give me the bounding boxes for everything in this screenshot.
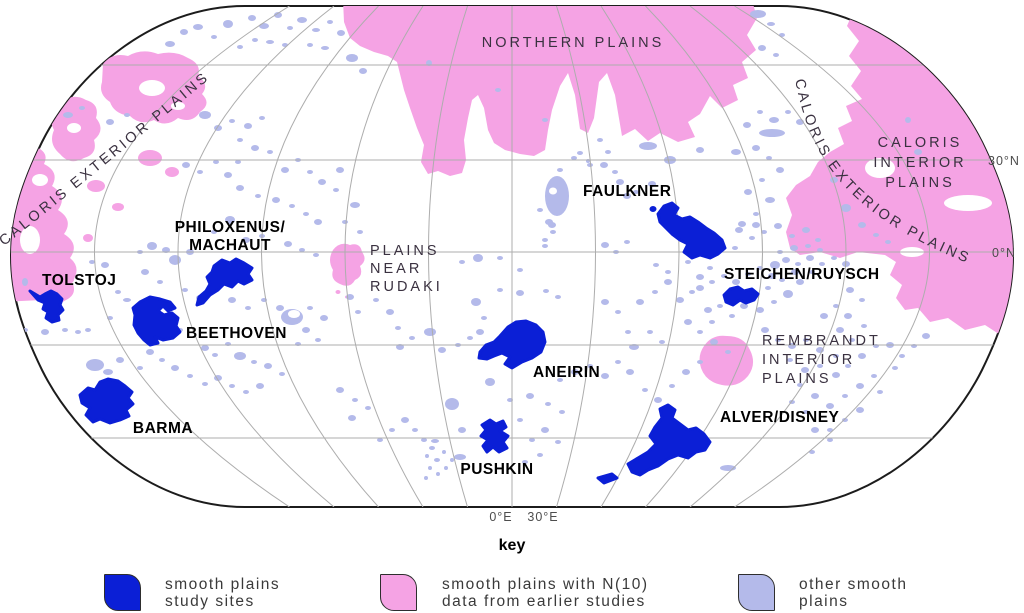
blob-faulkner bbox=[656, 201, 727, 260]
blob-tolstoj bbox=[28, 289, 65, 324]
mercury-map: NORTHERN PLAINS CALORIS EXTERIOR PLAINS … bbox=[0, 5, 1020, 554]
label-northern-plains: NORTHERN PLAINS bbox=[482, 35, 665, 51]
blob-philoxenus-machaut bbox=[195, 257, 254, 307]
legend-item-study-sites: smooth plains study sites bbox=[104, 574, 280, 611]
region-rembrandt-interior bbox=[699, 335, 754, 386]
label-philoxenus-1: PHILOXENUS/ bbox=[175, 219, 286, 236]
legend-label-study-sites-1: smooth plains bbox=[165, 576, 281, 593]
tick-label-0e: 0°E bbox=[489, 510, 512, 524]
label-caloris-interior-2: INTERIOR bbox=[873, 155, 966, 171]
graticule bbox=[11, 6, 1013, 507]
legend-swatch-study-sites bbox=[104, 574, 141, 611]
label-rembrandt-interior-3: PLAINS bbox=[762, 371, 832, 387]
region-northern-plains-area bbox=[343, 6, 757, 176]
legend-label-earlier-studies-2: data from earlier studies bbox=[442, 593, 646, 610]
label-plains-near-rudaki-1: PLAINS bbox=[370, 243, 440, 259]
legend-label-earlier-studies-1: smooth plains with N(10) bbox=[442, 576, 649, 593]
label-caloris-interior-1: CALORIS bbox=[878, 135, 963, 151]
blob-alver-disney-west-arm bbox=[596, 472, 619, 485]
label-plains-near-rudaki-3: RUDAKI bbox=[370, 279, 443, 295]
blob-faulkner-satellite bbox=[649, 206, 657, 212]
label-caloris-interior-3: PLAINS bbox=[885, 175, 955, 191]
tick-label-0n: 0°N bbox=[992, 246, 1016, 260]
label-tolstoj: TOLSTOJ bbox=[42, 272, 116, 289]
blob-aneirin bbox=[477, 319, 547, 370]
legend-swatch-earlier-studies bbox=[380, 574, 417, 611]
blob-beethoven bbox=[131, 295, 182, 347]
label-rembrandt-interior-2: INTERIOR bbox=[762, 352, 855, 368]
label-pushkin: PUSHKIN bbox=[460, 461, 533, 478]
region-plains-near-rudaki bbox=[330, 243, 365, 286]
study-site-blobs bbox=[28, 201, 760, 485]
legend-item-other-plains: other smooth plains bbox=[738, 574, 907, 611]
label-alver-disney: ALVER/DISNEY bbox=[720, 409, 840, 426]
crater-ring-holes bbox=[288, 187, 557, 318]
label-faulkner: FAULKNER bbox=[583, 183, 671, 200]
label-steichen-ruysch: STEICHEN/RUYSCH bbox=[724, 266, 880, 283]
legend-label-study-sites-2: study sites bbox=[165, 593, 255, 610]
blob-barma bbox=[78, 377, 135, 425]
label-barma: BARMA bbox=[133, 420, 193, 437]
label-aneirin: ANEIRIN bbox=[533, 364, 600, 381]
tick-label-30e: 30°E bbox=[527, 510, 558, 524]
legend-label-other-plains-2: plains bbox=[799, 593, 849, 610]
key-title: key bbox=[499, 537, 526, 554]
label-plains-near-rudaki-2: NEAR bbox=[370, 261, 422, 277]
legend-label-other-plains-1: other smooth bbox=[799, 576, 908, 593]
tick-label-30n: 30°N bbox=[988, 154, 1020, 168]
blob-steichen-ruysch bbox=[722, 285, 760, 307]
label-rembrandt-interior-1: REMBRANDT bbox=[762, 333, 881, 349]
graticule-label-layer: 30°N 0°N 0°E 30°E key bbox=[489, 154, 1020, 554]
blob-alver-disney bbox=[626, 403, 712, 477]
regions-other-smooth-plains bbox=[19, 10, 930, 480]
blob-pushkin bbox=[479, 418, 510, 454]
label-beethoven: BEETHOVEN bbox=[186, 325, 287, 342]
label-philoxenus-2: MACHAUT bbox=[189, 237, 271, 254]
legend-item-earlier-studies: smooth plains with N(10) data from earli… bbox=[380, 574, 649, 611]
legend-swatch-other-plains bbox=[738, 574, 775, 611]
